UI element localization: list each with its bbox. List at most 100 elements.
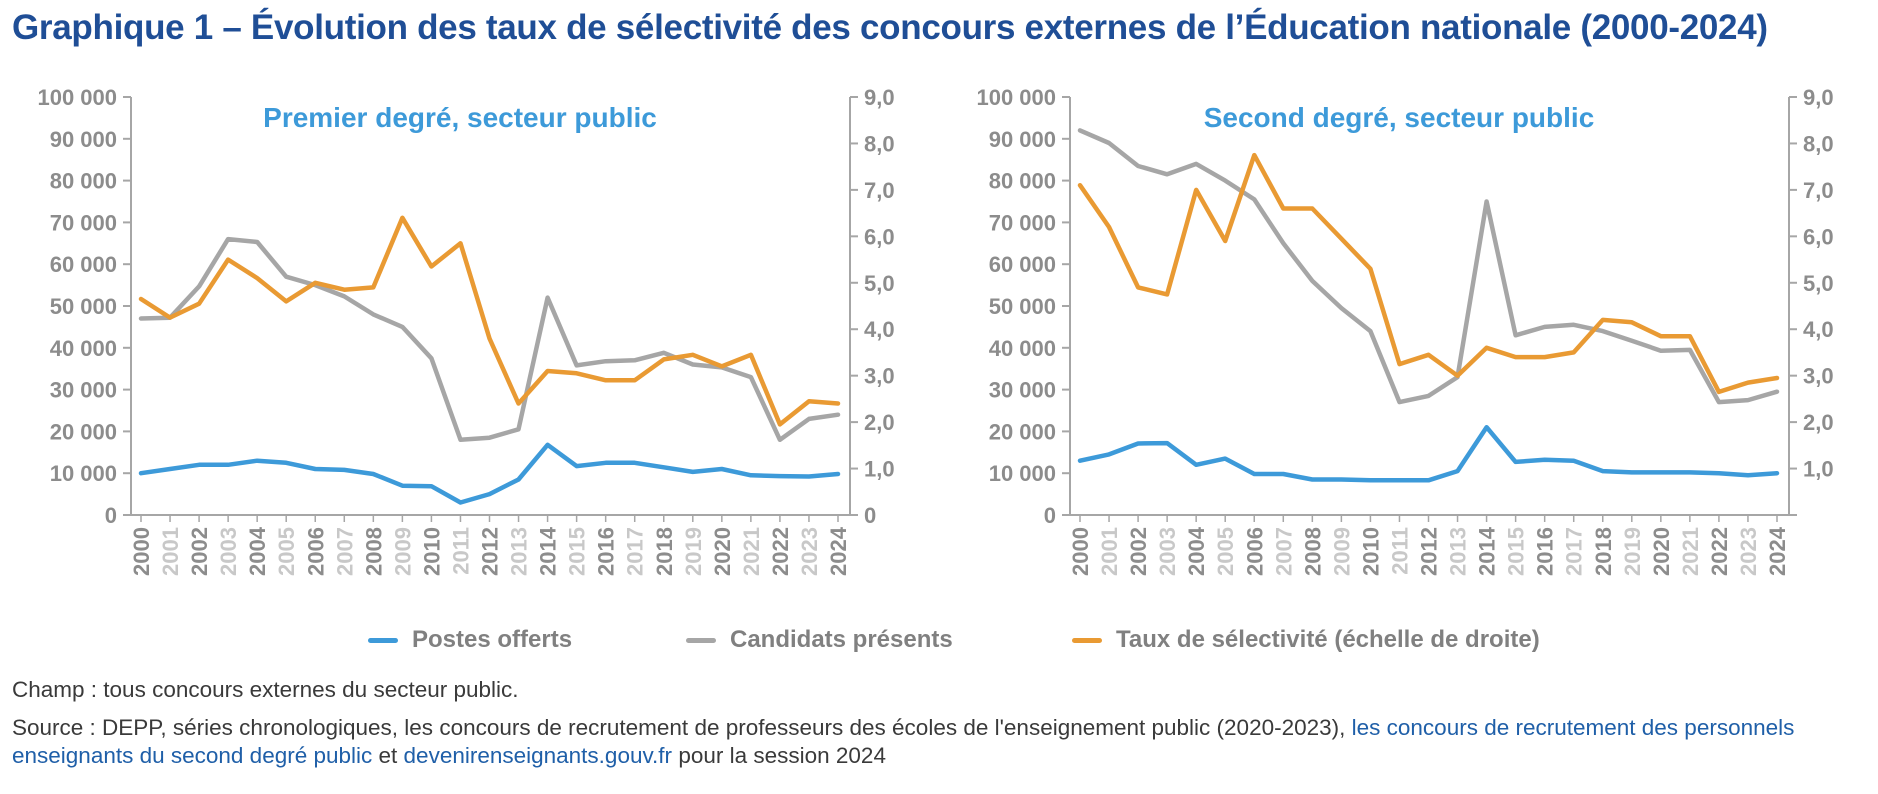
chart-subtitle: Second degré, secteur public — [1204, 102, 1595, 133]
y-right-tick-label: 1,0 — [864, 457, 895, 482]
x-tick-label: 2016 — [594, 527, 619, 576]
chart-premier-degre: 0 10 000 20 000 30 000 40 000 50 000 60 000 70 … — [37, 85, 895, 576]
x-tick-label: 2014 — [536, 526, 561, 576]
y-left-tick-label: 60 000 — [989, 252, 1056, 277]
page-title: Graphique 1 – Évolution des taux de séle… — [12, 8, 1768, 47]
x-tick-label: 2004 — [245, 526, 270, 576]
source-link-devenirenseignants[interactable]: devenirenseignants.gouv.fr — [403, 743, 673, 768]
y-right-tick-label: 4,0 — [864, 317, 895, 342]
x-tick-label: 2005 — [274, 527, 299, 576]
legend-label-taux: Taux de sélectivité (échelle de droite) — [1116, 626, 1540, 653]
series-line-taux — [138, 215, 841, 427]
y-right-tick-label: 8,0 — [864, 131, 895, 156]
y-right-tick-label: 5,0 — [1803, 271, 1834, 296]
series-line-taux — [1077, 152, 1780, 395]
x-tick-label: 2022 — [768, 527, 793, 576]
x-tick-label: 2010 — [1358, 527, 1383, 576]
x-tick-label: 2012 — [1417, 527, 1442, 576]
x-tick-label: 2024 — [1765, 526, 1790, 576]
x-tick-label: 2015 — [565, 527, 590, 576]
y-right-tick-label: 0 — [864, 503, 876, 528]
y-left-tick-label: 30 000 — [50, 378, 117, 403]
y-left-tick-label: 70 000 — [50, 210, 117, 235]
y-right-tick-label: 9,0 — [1803, 85, 1834, 110]
x-tick-label: 2011 — [448, 527, 473, 575]
x-tick-label: 2013 — [1446, 527, 1471, 576]
y-right-tick-label: 3,0 — [1803, 364, 1834, 389]
x-tick-label: 2017 — [1562, 527, 1587, 576]
x-tick-label: 2002 — [1126, 527, 1151, 576]
x-tick-label: 2019 — [1620, 527, 1645, 576]
source-text: Source : DEPP, séries chronologiques, le… — [12, 715, 1352, 740]
source-note: Source : DEPP, séries chronologiques, le… — [12, 714, 1872, 770]
y-right-tick-label: 7,0 — [1803, 178, 1834, 203]
chart-subtitle: Premier degré, secteur public — [263, 102, 657, 133]
x-tick-label: 2020 — [1649, 527, 1674, 576]
x-tick-label: 2016 — [1533, 527, 1558, 576]
y-left-tick-label: 20 000 — [989, 419, 1056, 444]
x-tick-label: 2024 — [826, 526, 851, 576]
x-tick-label: 2000 — [1068, 527, 1093, 576]
x-tick-label: 2007 — [332, 527, 357, 576]
y-left-tick-label: 50 000 — [50, 294, 117, 319]
y-left-tick-label: 100 000 — [976, 85, 1056, 110]
x-tick-label: 2021 — [1678, 527, 1703, 576]
series-line-candidats — [1077, 128, 1780, 405]
y-left-tick-label: 50 000 — [989, 294, 1056, 319]
source-end: pour la session 2024 — [672, 743, 886, 768]
x-tick-label: 2002 — [187, 527, 212, 576]
x-tick-label: 2009 — [1329, 527, 1354, 576]
y-right-tick-label: 3,0 — [864, 364, 895, 389]
y-right-tick-label: 9,0 — [864, 85, 895, 110]
x-tick-label: 2001 — [158, 527, 183, 576]
x-tick-label: 2000 — [129, 527, 154, 576]
x-tick-label: 2013 — [507, 527, 532, 576]
champ-note: Champ : tous concours externes du secteu… — [12, 677, 519, 702]
y-left-tick-label: 30 000 — [989, 378, 1056, 403]
y-right-tick-label: 2,0 — [1803, 410, 1834, 435]
x-tick-label: 2017 — [623, 527, 648, 576]
source-and: et — [372, 743, 404, 768]
y-right-tick-label: 6,0 — [864, 224, 895, 249]
x-tick-label: 2006 — [303, 527, 328, 576]
y-left-tick-label: 10 000 — [50, 461, 117, 486]
legend-label-postes: Postes offerts — [412, 626, 573, 653]
legend-swatch-taux — [1072, 637, 1102, 643]
legend-item-taux: Taux de sélectivité (échelle de droite) — [1072, 626, 1540, 654]
chart-second-degre: 0 10 000 20 000 30 000 40 000 50 000 60 000 70 … — [976, 85, 1834, 576]
series-line-postes — [138, 442, 841, 505]
x-tick-label: 2003 — [1155, 527, 1180, 576]
x-tick-label: 2010 — [419, 527, 444, 576]
y-left-tick-label: 40 000 — [50, 336, 117, 361]
y-right-tick-label: 1,0 — [1803, 457, 1834, 482]
x-tick-label: 2008 — [361, 527, 386, 576]
x-tick-label: 2011 — [1387, 527, 1412, 575]
y-left-tick-label: 0 — [1044, 503, 1056, 528]
x-tick-label: 2009 — [390, 527, 415, 576]
x-tick-label: 2012 — [478, 527, 503, 576]
x-tick-label: 2004 — [1184, 526, 1209, 576]
y-left-tick-label: 80 000 — [50, 169, 117, 194]
legend-item-candidats: Candidats présents — [686, 626, 953, 654]
x-tick-label: 2006 — [1242, 527, 1267, 576]
x-tick-label: 2007 — [1271, 527, 1296, 576]
x-tick-label: 2019 — [681, 527, 706, 576]
y-left-tick-label: 20 000 — [50, 419, 117, 444]
legend-label-candidats: Candidats présents — [730, 626, 953, 653]
x-tick-label: 2023 — [797, 527, 822, 576]
x-tick-label: 2021 — [739, 527, 764, 576]
y-right-tick-label: 2,0 — [864, 410, 895, 435]
y-left-tick-label: 60 000 — [50, 252, 117, 277]
y-left-tick-label: 40 000 — [989, 336, 1056, 361]
y-right-tick-label: 4,0 — [1803, 317, 1834, 342]
y-left-tick-label: 90 000 — [50, 127, 117, 152]
source-link-second-degre[interactable]: les concours de recru­tement des personn… — [12, 715, 1795, 768]
chart-notes: Champ : tous concours externes du secteu… — [12, 676, 1872, 770]
legend: Postes offerts Candidats présents Taux d… — [0, 626, 1878, 656]
y-right-tick-label: 7,0 — [864, 178, 895, 203]
x-tick-label: 2018 — [652, 527, 677, 576]
y-left-tick-label: 70 000 — [989, 210, 1056, 235]
x-tick-label: 2014 — [1475, 526, 1500, 576]
y-right-tick-label: 6,0 — [1803, 224, 1834, 249]
x-tick-label: 2005 — [1213, 527, 1238, 576]
